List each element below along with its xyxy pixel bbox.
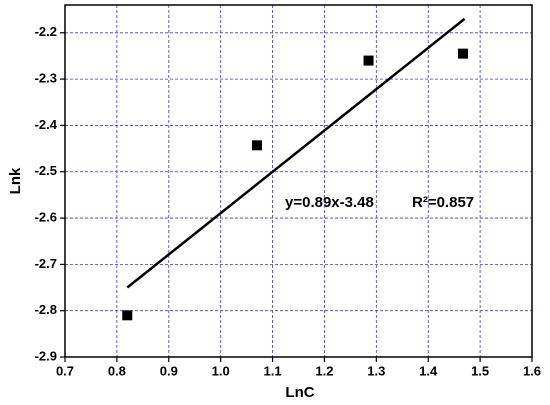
fit-equation: y=0.89x-3.48 (285, 194, 374, 211)
x-tick-label: 1.3 (367, 363, 385, 378)
marker (251, 140, 262, 151)
x-tick-label: 1.6 (523, 363, 541, 378)
y-tick-label: -2.6 (35, 209, 57, 224)
y-tick-label: -2.4 (35, 117, 58, 132)
x-tick-label: 1.0 (212, 363, 230, 378)
y-tick-label: -2.3 (35, 71, 57, 86)
x-tick-label: 0.9 (160, 363, 178, 378)
plot-frame (64, 4, 533, 358)
x-tick-label: 0.7 (56, 363, 74, 378)
y-tick-label: -2.2 (35, 24, 57, 39)
r-squared: R²=0.857 (412, 194, 474, 211)
marker (363, 55, 374, 66)
y-axis-title: Lnk (7, 167, 24, 194)
x-tick-label: 1.2 (315, 363, 333, 378)
fit-line (126, 17, 466, 289)
y-tick-label: -2.9 (35, 348, 57, 363)
y-tick-label: -2.8 (35, 302, 57, 317)
x-tick-label: 1.5 (471, 363, 489, 378)
marker (122, 310, 133, 321)
y-tick-label: -2.5 (35, 163, 57, 178)
x-axis-title: LnC (285, 384, 314, 401)
x-tick-label: 1.1 (264, 363, 282, 378)
y-tick-label: -2.7 (35, 256, 57, 271)
x-tick-label: 0.8 (108, 363, 126, 378)
marker (457, 48, 468, 59)
x-tick-label: 1.4 (419, 363, 438, 378)
